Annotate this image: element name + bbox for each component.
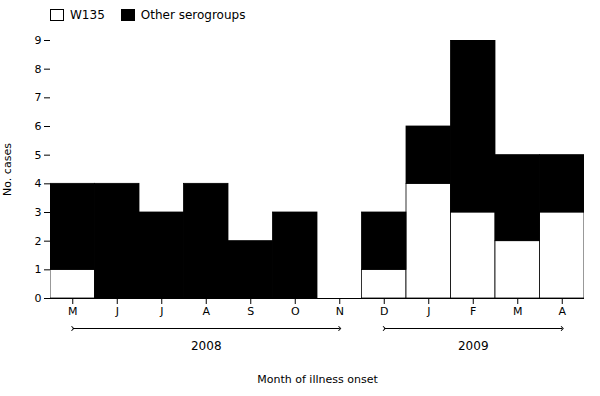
- svg-text:2009: 2009: [458, 339, 489, 353]
- svg-text:J: J: [115, 305, 119, 318]
- svg-text:2: 2: [35, 235, 42, 248]
- svg-text:2008: 2008: [191, 339, 222, 353]
- svg-text:A: A: [202, 305, 210, 318]
- svg-text:F: F: [470, 305, 476, 318]
- svg-text:1: 1: [35, 263, 42, 276]
- svg-text:No. cases: No. cases: [1, 143, 14, 196]
- svg-text:D: D: [380, 305, 388, 318]
- svg-text:7: 7: [35, 91, 42, 104]
- svg-text:M: M: [68, 305, 78, 318]
- svg-text:J: J: [426, 305, 430, 318]
- svg-text:N: N: [336, 305, 344, 318]
- svg-text:J: J: [159, 305, 163, 318]
- svg-text:A: A: [558, 305, 566, 318]
- html-text:Other serogroups: Other serogroups: [140, 8, 246, 22]
- svg-text:5: 5: [35, 149, 42, 162]
- svg-text:8: 8: [35, 63, 42, 76]
- svg-text:9: 9: [35, 34, 42, 47]
- svg-text:3: 3: [35, 206, 42, 219]
- svg-text:6: 6: [35, 120, 42, 133]
- svg-text:M: M: [513, 305, 523, 318]
- svg-text:S: S: [247, 305, 254, 318]
- html-text:W135: W135: [70, 8, 105, 22]
- svg-text:O: O: [291, 305, 300, 318]
- svg-text:4: 4: [35, 177, 42, 190]
- svg-text:0: 0: [35, 292, 42, 305]
- svg-text:Month of illness onset: Month of illness onset: [257, 373, 378, 386]
